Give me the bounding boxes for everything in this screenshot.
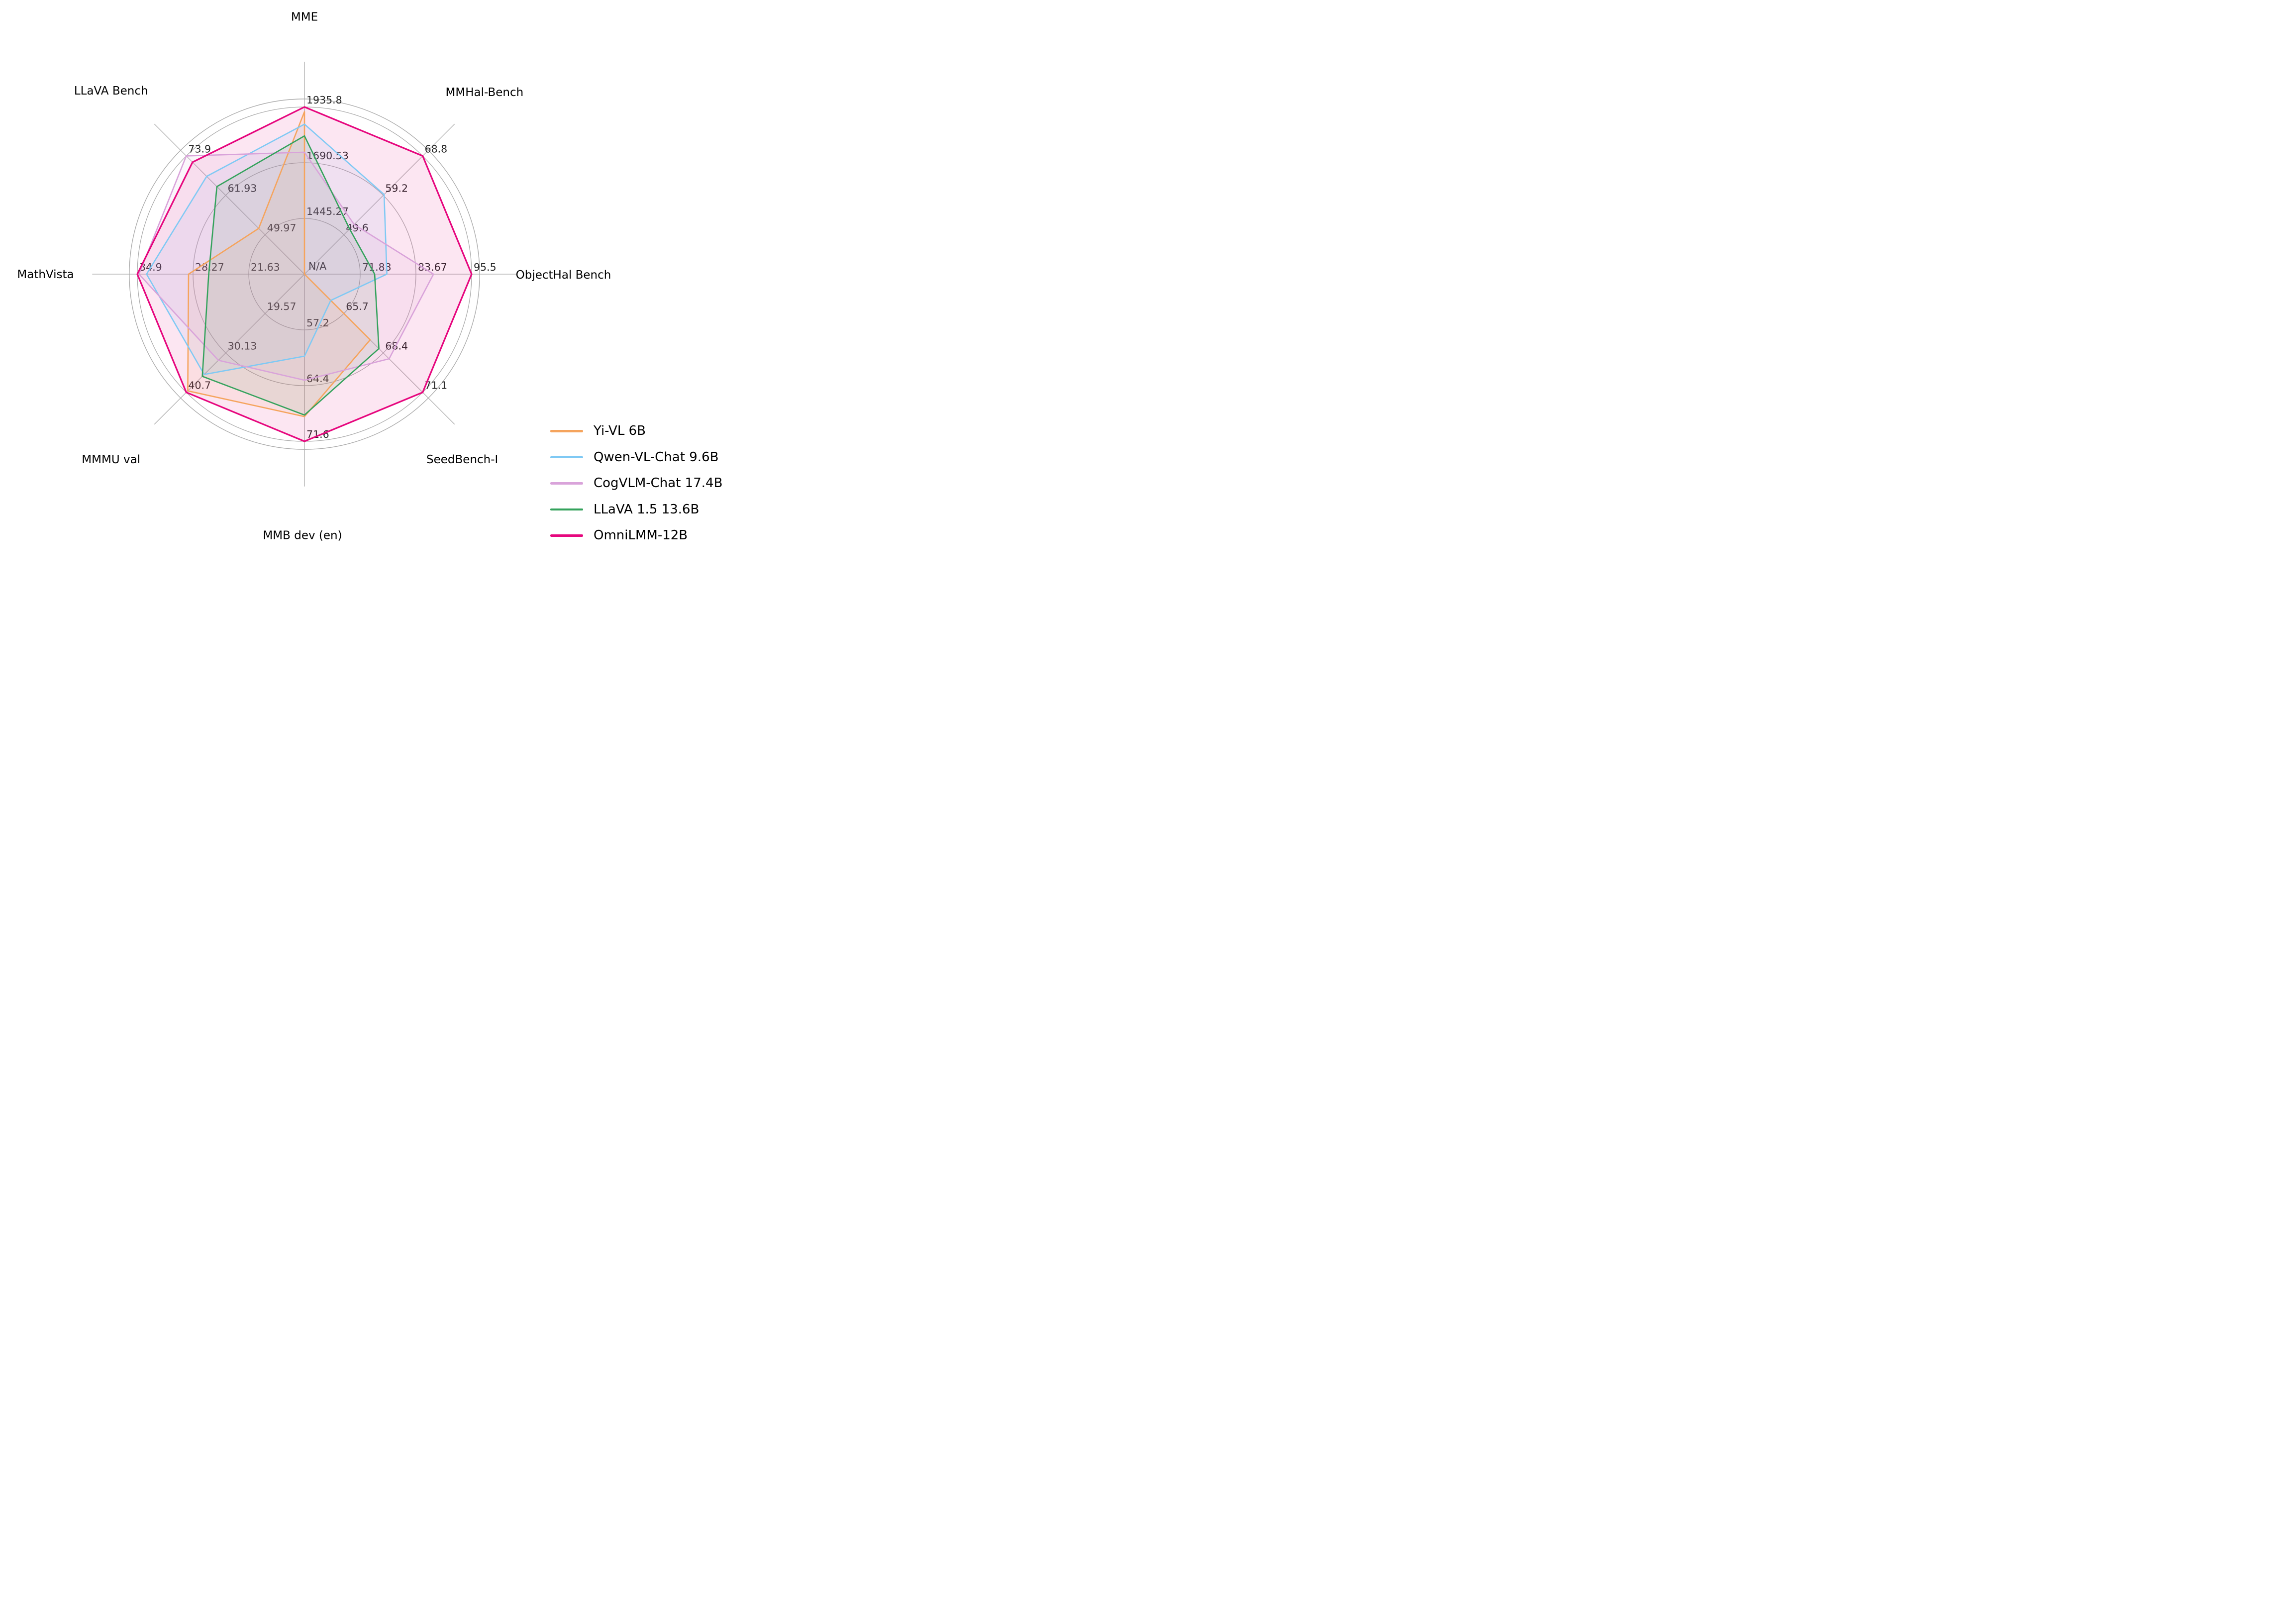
legend-swatch — [550, 482, 583, 485]
axis-title: MMHal-Bench — [446, 86, 524, 99]
legend-label: CogVLM-Chat 17.4B — [594, 476, 723, 491]
radar-figure: 1445.27 1690.53 1935.8 49.6 59.2 68.8 71.83 83.… — [0, 0, 764, 541]
axis-title: SeedBench-I — [426, 453, 498, 466]
ring-tick-label: 19.57 — [267, 301, 297, 312]
ring-tick-label: 59.2 — [385, 183, 408, 195]
legend: Yi-VL 6B Qwen-VL-Chat 9.6B CogVLM-Chat 1… — [550, 418, 722, 541]
legend-item: Yi-VL 6B — [550, 418, 722, 444]
ring-tick-label: 21.63 — [251, 261, 280, 273]
ring-tick-label: 30.13 — [228, 340, 257, 352]
ring-tick-label: 71.1 — [425, 380, 448, 392]
axis-title: MathVista — [17, 268, 74, 281]
ring-tick-label: 73.9 — [188, 143, 211, 155]
ring-tick-label: 68.8 — [425, 143, 448, 155]
axis-title: MMMU val — [82, 453, 140, 466]
legend-label: Yi-VL 6B — [594, 423, 646, 439]
series-fill-cogvlm-chat-17-4b — [139, 152, 434, 381]
ring-tick-label: 1935.8 — [306, 94, 342, 106]
legend-label: OmniLMM-12B — [594, 528, 688, 541]
legend-swatch — [550, 508, 583, 510]
ring-tick-label: 40.7 — [188, 380, 211, 392]
axis-title: MME — [291, 11, 318, 24]
legend-item: LLaVA 1.5 13.6B — [550, 497, 722, 523]
series-fill-llava-1-5-13-6b — [202, 136, 379, 415]
legend-label: Qwen-VL-Chat 9.6B — [594, 449, 719, 465]
ring-tick-label: 95.5 — [474, 261, 497, 273]
axis-title: ObjectHal Bench — [516, 269, 611, 282]
legend-swatch — [550, 430, 583, 432]
series-line-yi-vl-6b — [187, 111, 371, 417]
legend-label: LLaVA 1.5 13.6B — [594, 502, 699, 517]
axis-spoke — [304, 123, 455, 275]
axis-title: LLaVA Bench — [74, 85, 148, 98]
outer-boundary-ring — [129, 99, 480, 450]
legend-swatch — [550, 534, 583, 537]
series-line-omnilmm-12b — [136, 106, 473, 442]
series-fill-yi-vl-6b — [188, 111, 370, 417]
ring-tick-label: 65.7 — [346, 301, 369, 312]
ring-tick-label: 49.97 — [267, 222, 297, 234]
series-line-cogvlm-chat-17-4b — [138, 151, 434, 381]
legend-item: OmniLMM-12B — [550, 522, 722, 541]
ring-tick-label: 68.4 — [385, 340, 408, 352]
legend-swatch — [550, 456, 583, 458]
axis-title: MMB dev (en) — [263, 529, 342, 542]
legend-item: Qwen-VL-Chat 9.6B — [550, 444, 722, 471]
ring-tick-label: 61.93 — [228, 183, 257, 195]
axis-spoke — [154, 274, 305, 425]
center-na-label: N/A — [308, 260, 326, 272]
axis-spoke — [154, 123, 305, 275]
legend-item: CogVLM-Chat 17.4B — [550, 470, 722, 497]
series-line-qwen-vl-chat-9-6b — [146, 123, 388, 375]
series-line-llava-1-5-13-6b — [201, 135, 380, 416]
